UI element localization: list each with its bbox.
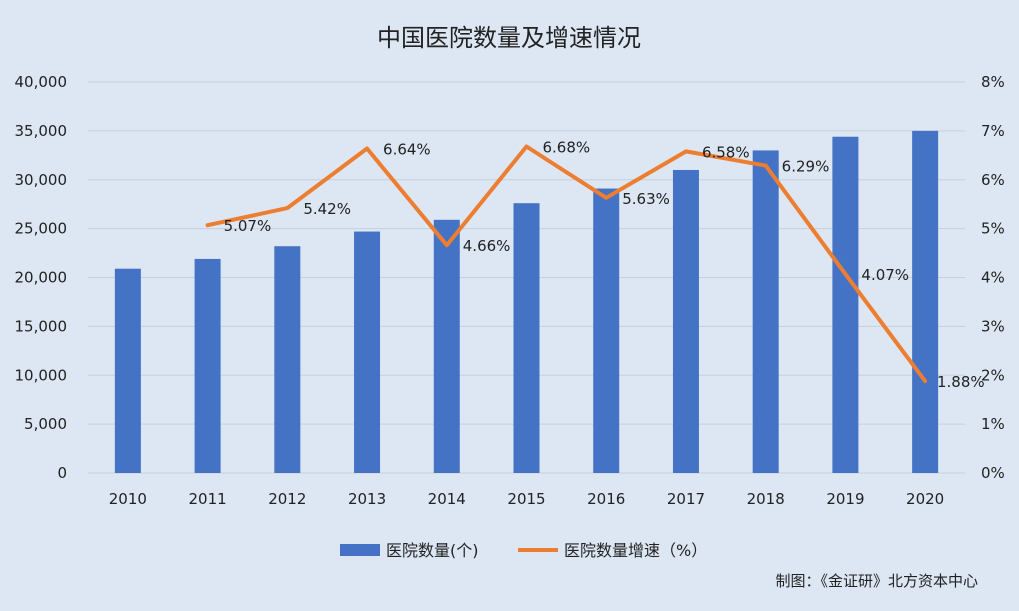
bar [433, 219, 460, 473]
y-left-tick-label: 35,000 [15, 122, 68, 140]
y-left-tick-label: 0 [57, 464, 67, 482]
axes: 0 5,000 10,000 15,000 20,000 25,000 30,000 35,0… [15, 73, 1005, 508]
x-tick-label: 2019 [826, 490, 864, 508]
y-left-tick-label: 30,000 [15, 171, 68, 189]
data-label: 4.07% [861, 266, 909, 284]
x-tick-label: 2015 [507, 490, 545, 508]
x-tick-label: 2011 [188, 490, 226, 508]
bar [832, 136, 859, 474]
y-left-tick-label: 10,000 [15, 366, 68, 384]
y-right-tick-label: 2% [981, 366, 1005, 384]
y-right-tick-label: 8% [981, 73, 1005, 91]
x-tick-label: 2017 [667, 490, 705, 508]
y-right-tick-label: 7% [981, 122, 1005, 140]
legend-bar-swatch [340, 544, 380, 556]
data-labels: 5.07% 5.42% 6.64% 4.66% 6.68% 5.63% 6.58% 6.29%… [224, 139, 985, 392]
x-tick-label: 2016 [587, 490, 625, 508]
data-label: 5.07% [224, 217, 272, 235]
x-tick-label: 2012 [268, 490, 306, 508]
legend: 医院数量(个) 医院数量增速（%） [340, 541, 707, 560]
chart-credit: 制图：《金证研》北方资本中心 [775, 572, 978, 590]
data-label: 6.68% [543, 139, 591, 157]
data-label: 4.66% [463, 237, 511, 255]
bar [274, 246, 301, 473]
line-series [205, 144, 928, 384]
growth-line [205, 144, 928, 384]
y-right-tick-label: 1% [981, 415, 1005, 433]
y-right-tick-label: 3% [981, 317, 1005, 335]
bar [593, 188, 620, 474]
legend-line-label: 医院数量增速（%） [564, 541, 707, 560]
bar [354, 231, 381, 473]
legend-bar-label: 医院数量(个) [386, 541, 479, 560]
chart-title: 中国医院数量及增速情况 [377, 24, 641, 52]
bar [114, 268, 141, 473]
y-right-tick-label: 0% [981, 464, 1005, 482]
x-tick-label: 2013 [348, 490, 386, 508]
bar [513, 203, 540, 473]
y-left-tick-label: 40,000 [15, 73, 68, 91]
bar [912, 130, 939, 473]
bar [752, 150, 779, 474]
data-label: 6.64% [383, 140, 431, 158]
y-left-tick-label: 5,000 [24, 415, 67, 433]
data-label: 1.88% [937, 373, 985, 391]
data-label: 5.63% [622, 190, 670, 208]
data-label: 6.58% [702, 143, 750, 161]
x-tick-label: 2020 [906, 490, 944, 508]
data-label: 5.42% [303, 200, 351, 218]
y-left-tick-label: 20,000 [15, 269, 68, 287]
x-tick-label: 2018 [747, 490, 785, 508]
y-left-tick-label: 25,000 [15, 220, 68, 238]
y-right-tick-label: 6% [981, 171, 1005, 189]
bar [194, 258, 221, 473]
x-tick-label: 2010 [109, 490, 147, 508]
y-right-tick-label: 5% [981, 220, 1005, 238]
data-label: 6.29% [782, 158, 830, 176]
x-tick-label: 2014 [428, 490, 466, 508]
y-right-tick-label: 4% [981, 269, 1005, 287]
y-left-tick-label: 15,000 [15, 317, 68, 335]
bar [672, 169, 699, 473]
bar-series [114, 130, 939, 474]
